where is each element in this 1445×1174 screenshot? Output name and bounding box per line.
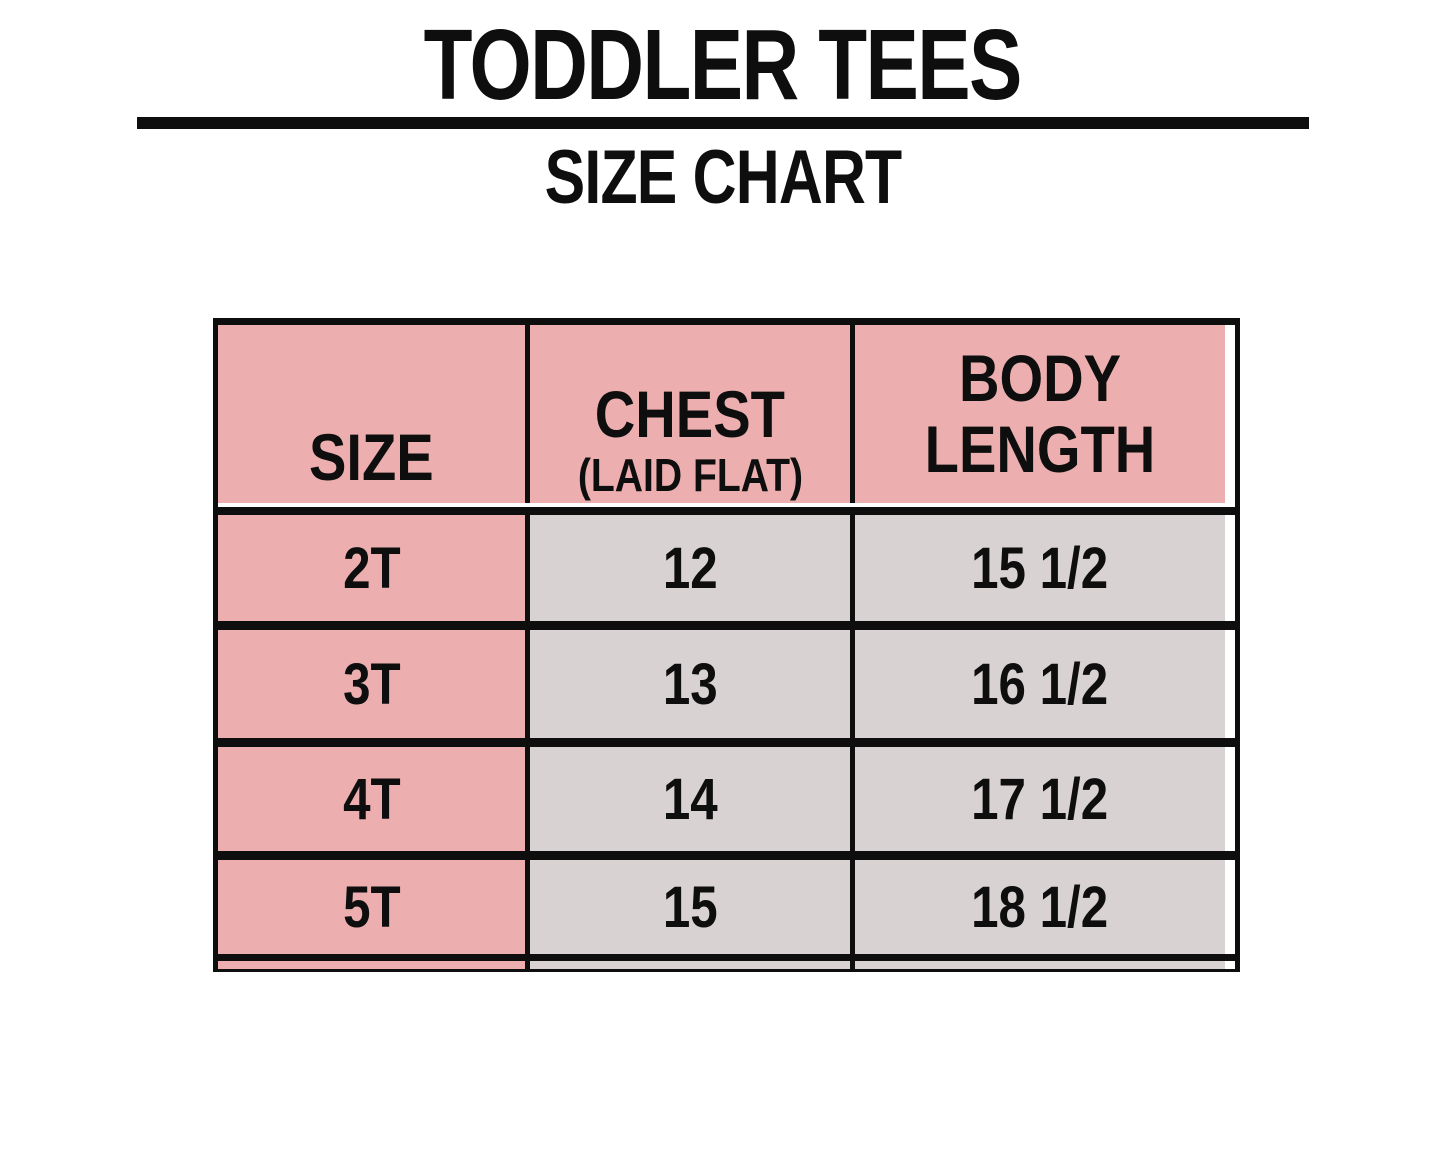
- table-row-2t: 2T 12 15 1/2: [218, 515, 1235, 621]
- size-value: 2T: [342, 535, 401, 601]
- body-length-cell: [855, 961, 1225, 969]
- body-length-cell: 18 1/2: [855, 860, 1225, 954]
- chest-value: 13: [662, 651, 718, 717]
- table-row-5t: 5T 15 18 1/2: [218, 860, 1235, 954]
- body-length-value: 16 1/2: [971, 651, 1109, 717]
- row-divider: [218, 851, 1235, 860]
- body-length-cell: 17 1/2: [855, 747, 1225, 851]
- chest-cell: 13: [530, 630, 855, 738]
- page-subtitle: SIZE CHART: [0, 134, 1445, 221]
- size-header-label: SIZE: [309, 419, 434, 494]
- size-chart-table: SIZE CHEST (LAID FLAT) BODY LENGTH 2T 12…: [213, 318, 1240, 972]
- chest-cell: 15: [530, 860, 855, 954]
- row-divider: [218, 954, 1235, 961]
- size-cell: 4T: [218, 747, 530, 851]
- table-row-4t: 4T 14 17 1/2: [218, 747, 1235, 851]
- table-bottom-border: [218, 969, 1235, 972]
- title-divider: [137, 117, 1309, 129]
- size-cell: 3T: [218, 630, 530, 738]
- chest-header-sublabel: (LAID FLAT): [577, 448, 803, 501]
- table-row-cutoff: [218, 961, 1235, 969]
- body-length-value: 18 1/2: [971, 874, 1109, 940]
- table-row-3t: 3T 13 16 1/2: [218, 630, 1235, 738]
- header-bottom-gap: [218, 503, 1235, 507]
- size-cell: [218, 961, 530, 969]
- body-length-cell: 16 1/2: [855, 630, 1225, 738]
- body-length-cell: 15 1/2: [855, 515, 1225, 621]
- size-value: 4T: [342, 766, 401, 832]
- chest-cell: 14: [530, 747, 855, 851]
- page-subtitle-text: SIZE CHART: [544, 135, 902, 220]
- chest-value: 12: [662, 535, 718, 601]
- size-value: 5T: [342, 874, 401, 940]
- column-header-size: SIZE: [218, 325, 530, 503]
- header-bottom-border: [218, 507, 1235, 515]
- chest-value: 15: [662, 874, 718, 940]
- chest-cell: 12: [530, 515, 855, 621]
- chest-cell: [530, 961, 855, 969]
- size-cell: 2T: [218, 515, 530, 621]
- chest-header-label: CHEST: [594, 377, 786, 452]
- column-header-chest: CHEST (LAID FLAT): [530, 325, 855, 503]
- size-cell: 5T: [218, 860, 530, 954]
- row-divider: [218, 738, 1235, 747]
- column-header-body-length: BODY LENGTH: [855, 325, 1225, 503]
- chest-value: 14: [662, 766, 718, 832]
- page-title-text: TODDLER TEES: [423, 9, 1023, 121]
- row-divider: [218, 621, 1235, 630]
- table-header-row: SIZE CHEST (LAID FLAT) BODY LENGTH: [218, 325, 1235, 503]
- body-length-header-label: BODY LENGTH: [924, 340, 1156, 486]
- page-title: TODDLER TEES: [0, 8, 1445, 123]
- body-length-value: 17 1/2: [971, 766, 1109, 832]
- size-value: 3T: [342, 651, 401, 717]
- body-length-value: 15 1/2: [971, 535, 1109, 601]
